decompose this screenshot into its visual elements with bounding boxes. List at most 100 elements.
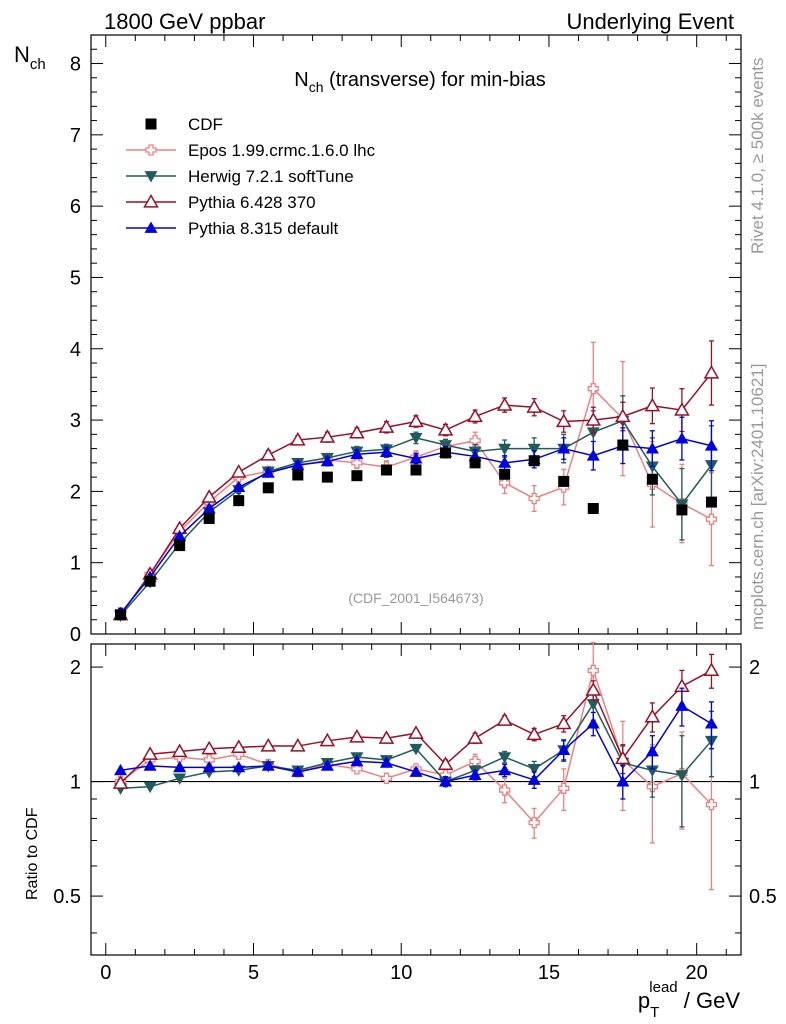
- legend-marker: [144, 221, 158, 233]
- legend: CDF Epos 1.99.crmc.1.6.0 lhc Herwig 7.2.1 …: [126, 115, 376, 238]
- main-point: [528, 492, 540, 505]
- main-point: [409, 433, 423, 445]
- main-point: [292, 469, 304, 481]
- y-tick-label: 2: [70, 481, 81, 503]
- ratio-point: [409, 765, 423, 777]
- main-point: [144, 575, 156, 587]
- main-point: [528, 455, 540, 467]
- ratio-point: [349, 728, 365, 743]
- y-axis-label: Nch: [14, 42, 46, 73]
- y-tick-label: 0: [70, 624, 81, 646]
- main-point: [705, 513, 718, 525]
- x-tick-label: 0: [100, 962, 111, 984]
- ratio-y-tick-label: 2: [70, 657, 81, 679]
- ratio-point: [173, 760, 187, 773]
- ratio-point: [467, 730, 483, 744]
- main-point: [230, 464, 247, 478]
- analysis-label: (CDF_2001_I564673): [348, 590, 483, 606]
- ratio-point: [112, 775, 129, 789]
- ratio-point: [232, 760, 246, 773]
- main-point: [262, 482, 274, 494]
- main-point: [378, 419, 395, 433]
- legend-marker: [145, 144, 157, 156]
- ratio-point: [527, 773, 541, 785]
- legend-marker: [143, 193, 159, 208]
- ratio-plot-frame: [90, 643, 742, 956]
- ratio-point: [526, 726, 542, 741]
- main-point: [203, 512, 215, 524]
- ratio-point: [378, 730, 395, 744]
- legend-label: Epos 1.99.crmc.1.6.0 lhc: [188, 141, 376, 160]
- main-point: [437, 422, 454, 436]
- ratio-y-tick-label: 0.5: [749, 886, 777, 908]
- main-point: [440, 447, 452, 459]
- main-point: [260, 447, 277, 461]
- ratio-y-axis-label: Ratio to CDF: [24, 807, 41, 900]
- y-tick-label: 8: [70, 54, 81, 76]
- main-point: [380, 464, 392, 476]
- ratio-point: [557, 743, 571, 755]
- ratio-point: [645, 765, 659, 777]
- ratio-y-tick-label: 2: [749, 657, 760, 679]
- ratio-point: [260, 738, 277, 752]
- main-point: [379, 445, 393, 458]
- ratio-point: [201, 740, 217, 755]
- main-point: [467, 408, 483, 423]
- ratio-point: [409, 743, 423, 756]
- ratio-point: [408, 725, 424, 739]
- main-panel: 0 1 2 3 4 5 6 7 8: [70, 34, 742, 955]
- x-tick-label: 20: [686, 962, 708, 984]
- main-point: [350, 447, 364, 460]
- ratio-point: [587, 664, 599, 677]
- ratio-point: [586, 717, 600, 729]
- main-point: [173, 529, 187, 542]
- ratio-point: [615, 750, 631, 765]
- y-tick-label: 3: [70, 410, 81, 432]
- ratio-point: [350, 754, 364, 767]
- ratio-y-tick-label: 1: [70, 772, 81, 794]
- main-point: [319, 429, 336, 443]
- main-point: [645, 442, 659, 454]
- ratio-series-pythia: [114, 687, 718, 800]
- ratio-point: [468, 768, 482, 780]
- ratio-point: [143, 759, 157, 771]
- main-point: [587, 502, 599, 514]
- header-left: 1800 GeV ppbar: [104, 9, 265, 34]
- main-point: [557, 442, 571, 454]
- main-point: [290, 432, 306, 446]
- legend-label: Pythia 8.315 default: [188, 219, 339, 238]
- ratio-point: [704, 717, 718, 729]
- main-point: [351, 457, 363, 469]
- main-point: [233, 495, 245, 507]
- main-point: [703, 364, 720, 379]
- main-point: [232, 480, 246, 492]
- ratio-point: [439, 775, 453, 787]
- ratio-point: [558, 782, 570, 794]
- ratio-point: [644, 708, 661, 723]
- ratio-y-tick-label: 1: [749, 772, 760, 794]
- main-point: [291, 458, 305, 470]
- ratio-point: [173, 773, 187, 785]
- legend-marker: [144, 171, 158, 183]
- ratio-point: [230, 739, 247, 754]
- ratio-point: [675, 699, 689, 711]
- ratio-point: [261, 759, 275, 771]
- ratio-point: [496, 712, 513, 726]
- main-point: [617, 439, 629, 451]
- y-tick-label: 7: [70, 125, 81, 147]
- x-tick-label: 5: [248, 962, 259, 984]
- main-point: [615, 408, 631, 423]
- main-point: [469, 457, 481, 469]
- ratio-point: [290, 738, 306, 752]
- main-point: [202, 501, 216, 514]
- ratio-point: [705, 798, 718, 811]
- main-point: [469, 435, 481, 447]
- legend-label: Herwig 7.2.1 softTune: [188, 167, 354, 186]
- main-point: [349, 424, 365, 439]
- ratio-point: [114, 763, 128, 776]
- main-point: [409, 452, 423, 464]
- legend-entry: Herwig 7.2.1 softTune: [126, 167, 354, 186]
- ratio-point: [616, 775, 630, 787]
- ratio-point: [585, 682, 602, 696]
- main-point: [526, 399, 542, 413]
